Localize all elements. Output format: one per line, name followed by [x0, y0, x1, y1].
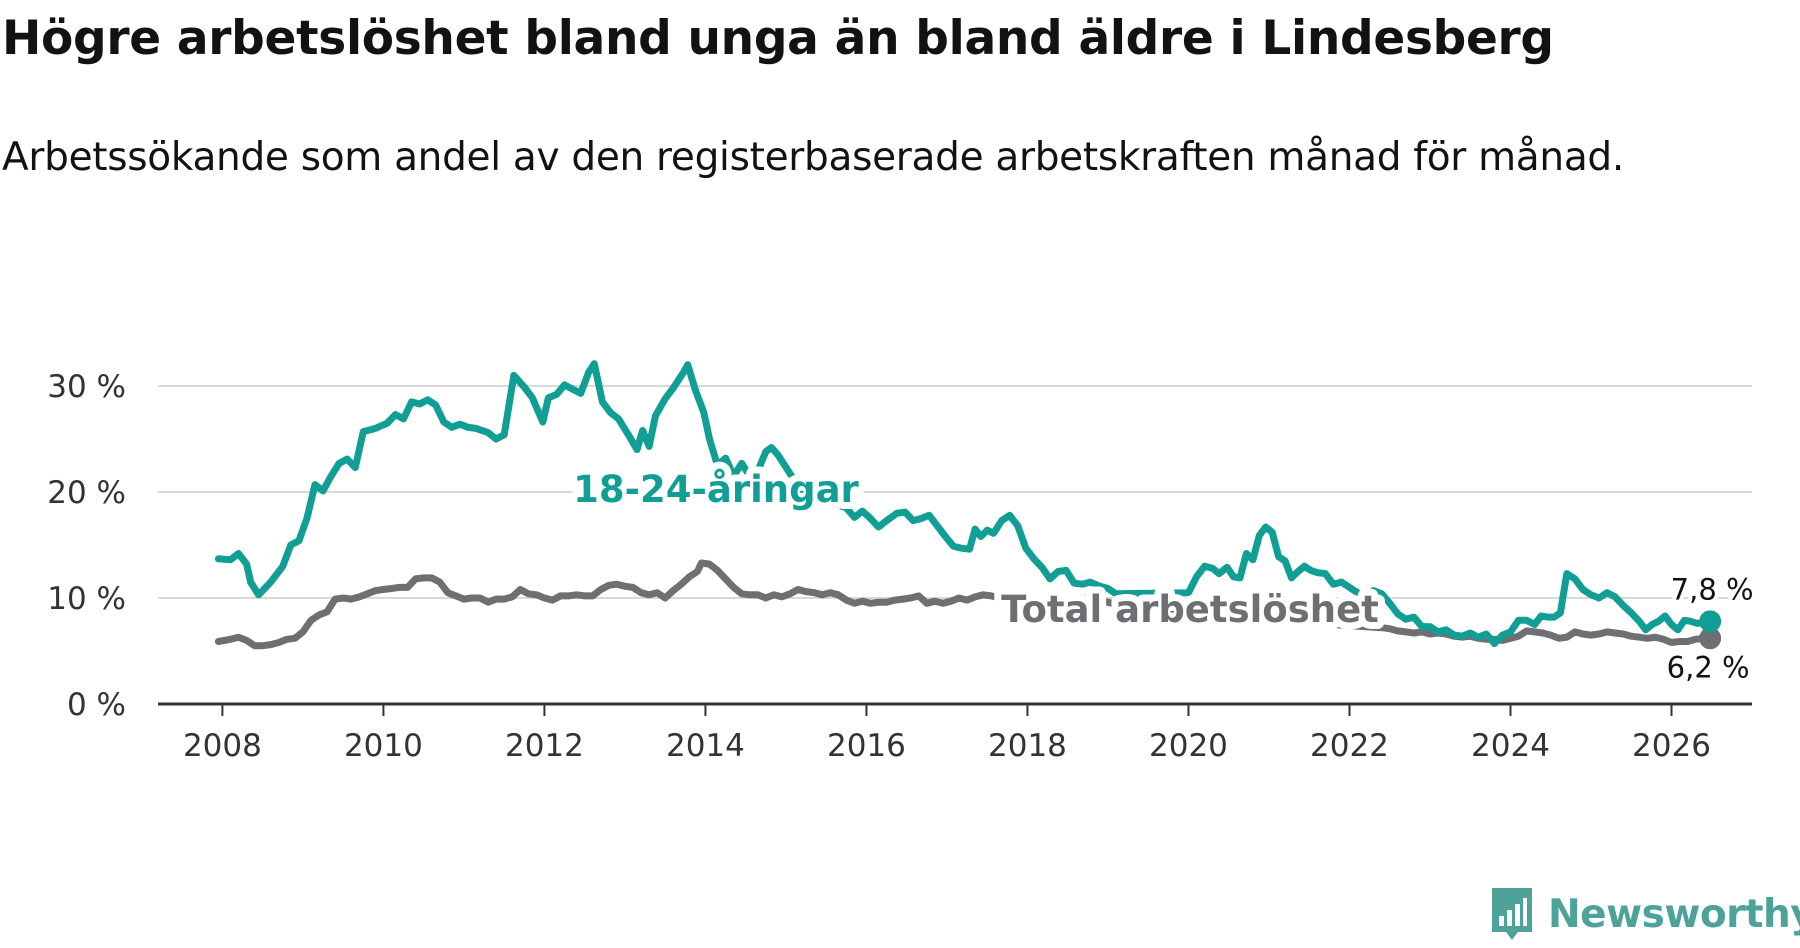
end-value-youth: 7,8 %: [1671, 572, 1754, 606]
end-marker-total: [1699, 627, 1722, 650]
x-tick-label: 2014: [666, 728, 745, 764]
y-tick-label: 30 %: [47, 369, 126, 405]
series-layer: [214, 360, 1714, 650]
x-tick-label: 2008: [183, 728, 262, 764]
end-value-total: 6,2 %: [1667, 650, 1750, 684]
x-tick-label: 2010: [344, 728, 423, 764]
brand-logo: Newsworthy: [1488, 886, 1800, 942]
brand-name: Newsworthy: [1548, 891, 1800, 937]
series-line-youth: [214, 360, 1714, 648]
x-tick-label: 2018: [988, 728, 1067, 764]
y-tick-label: 0 %: [67, 687, 126, 723]
y-tick-label: 10 %: [47, 581, 126, 617]
y-tick-label: 20 %: [47, 475, 126, 511]
x-tick-label: 2012: [505, 728, 584, 764]
chart-subtitle: Arbetssökande som andel av den registerb…: [2, 135, 1624, 180]
axis-layer: 0 % 10 % 20 % 30 % 2008 2010 2012 2014 2016 2018 2…: [47, 369, 1752, 764]
chart-title: Högre arbetslöshet bland unga än bland ä…: [2, 11, 1554, 66]
x-tick-label: 2020: [1149, 728, 1228, 764]
series-label-total: Total arbetslöshet: [1001, 588, 1379, 631]
end-marker-youth: [1699, 610, 1722, 633]
x-tick-label: 2016: [827, 728, 906, 764]
bar-chart-logo-icon: [1492, 888, 1532, 940]
x-tick-label: 2026: [1632, 728, 1711, 764]
series-label-youth: 18-24-åringar: [573, 468, 859, 511]
x-tick-label: 2024: [1471, 728, 1550, 764]
x-tick-label: 2022: [1310, 728, 1389, 764]
label-layer: 18-24-åringar Total arbetslöshet 7,8 % 6,2 …: [566, 461, 1757, 688]
